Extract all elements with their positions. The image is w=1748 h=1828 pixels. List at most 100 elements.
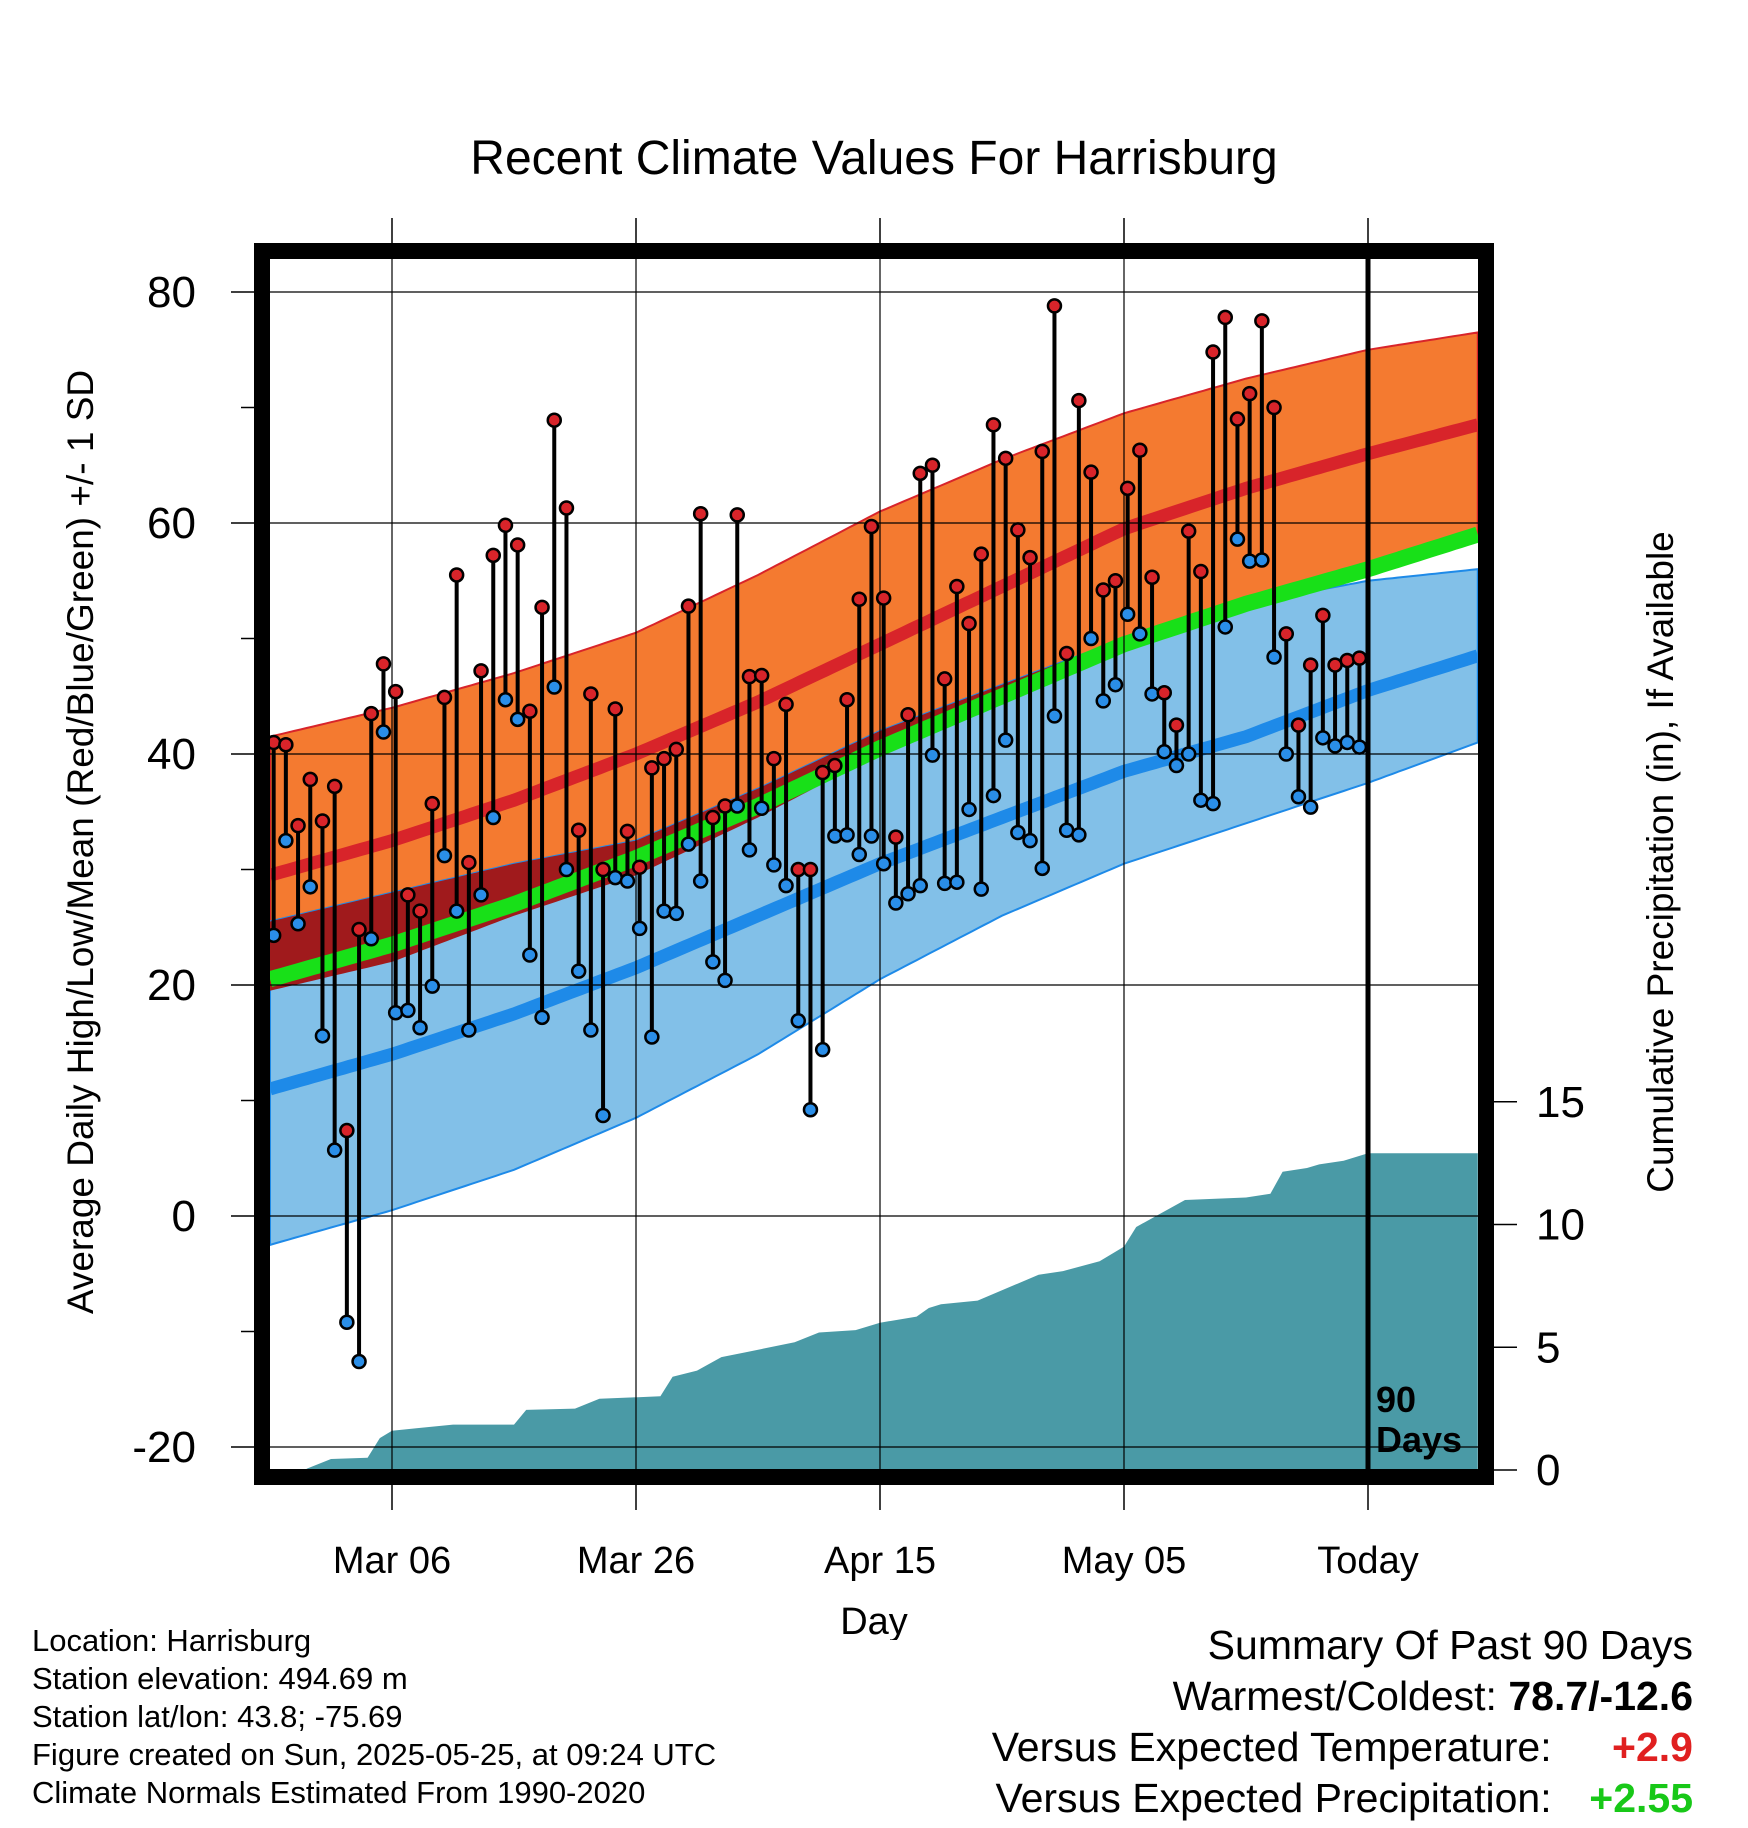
- daily-low-point: [485, 809, 502, 826]
- y-tick-label: -20: [132, 1423, 196, 1472]
- created-text: Figure created on Sun, 2025-05-25, at 09…: [32, 1737, 717, 1772]
- daily-low-point: [949, 874, 965, 890]
- daily-high-point: [644, 760, 660, 776]
- daily-low-point: [888, 895, 904, 911]
- daily-high-point: [778, 696, 794, 713]
- daily-high-point: [875, 590, 892, 606]
- daily-low-point: [570, 963, 587, 979]
- daily-high-point: [1132, 442, 1148, 458]
- temperature-anomaly-label: Versus Expected Temperature:: [991, 1724, 1552, 1770]
- daily-low-point: [558, 861, 575, 878]
- daily-low-point: [436, 847, 453, 864]
- daily-high-point: [692, 506, 709, 522]
- daily-high-point: [1156, 685, 1173, 701]
- daily-high-point: [753, 667, 770, 684]
- daily-high-point: [766, 750, 782, 767]
- daily-low-point: [839, 827, 855, 843]
- summary-title: Summary Of Past 90 Days: [1207, 1622, 1693, 1668]
- station-info: Location: Harrisburg Station elevation: …: [32, 1622, 716, 1812]
- daily-low-point: [729, 798, 746, 814]
- climate-chart: Recent Climate Values For Harrisburg 90D…: [60, 132, 1681, 1640]
- daily-high-point: [522, 703, 538, 720]
- daily-high-point: [888, 829, 904, 845]
- today-days-label: Days: [1376, 1419, 1462, 1460]
- daily-high-point: [985, 417, 1002, 433]
- daily-high-point: [314, 813, 331, 829]
- daily-low-point: [461, 1022, 477, 1038]
- daily-high-point: [1339, 652, 1356, 669]
- daily-low-point: [619, 873, 636, 889]
- daily-low-point: [1095, 693, 1112, 709]
- daily-high-point: [534, 599, 550, 616]
- daily-high-point: [814, 764, 831, 781]
- daily-low-point: [973, 881, 990, 897]
- daily-high-point: [375, 656, 392, 672]
- precipitation-area: [306, 1153, 1478, 1470]
- daily-high-point: [802, 861, 819, 878]
- daily-low-point: [961, 801, 977, 818]
- daily-low-point: [351, 1353, 367, 1370]
- daily-low-point: [1290, 788, 1307, 805]
- daily-low-point: [1315, 730, 1331, 746]
- daily-low-point: [546, 679, 563, 695]
- daily-low-point: [1010, 824, 1026, 841]
- daily-low-point: [997, 732, 1014, 748]
- daily-high-point: [473, 663, 489, 679]
- daily-high-point: [949, 578, 965, 595]
- daily-low-point: [1180, 746, 1197, 762]
- warmest-coldest-value: 78.7/-12.6: [1508, 1673, 1693, 1719]
- daily-high-point: [278, 737, 294, 753]
- daily-high-point: [729, 507, 746, 523]
- daily-low-point: [278, 832, 294, 849]
- daily-low-point: [583, 1022, 599, 1038]
- daily-high-point: [900, 706, 916, 723]
- daily-low-point: [1205, 795, 1221, 812]
- daily-high-point: [973, 546, 990, 562]
- daily-high-point: [1205, 344, 1221, 360]
- daily-high-point: [1022, 549, 1038, 566]
- precip-tick-label: 0: [1536, 1446, 1560, 1495]
- temperature-anomaly-row: Versus Expected Temperature: +2.9: [992, 1722, 1693, 1773]
- daily-high-point: [1168, 717, 1185, 733]
- daily-high-point: [1266, 399, 1282, 416]
- daily-low-point: [656, 903, 672, 919]
- daily-high-point: [448, 567, 465, 583]
- daily-high-point: [424, 795, 441, 812]
- daily-high-point: [1058, 645, 1075, 662]
- daily-low-point: [1083, 630, 1099, 647]
- daily-high-point: [1290, 717, 1307, 733]
- temperature-anomaly-value: +2.9: [1612, 1724, 1693, 1770]
- daily-low-point: [1022, 832, 1038, 849]
- daily-low-point: [1229, 531, 1246, 547]
- x-tick-label: Today: [1317, 1540, 1418, 1582]
- daily-high-point: [1010, 522, 1026, 538]
- daily-high-point: [558, 500, 575, 516]
- daily-low-point: [1168, 757, 1185, 774]
- y-tick-label: 80: [147, 268, 196, 317]
- daily-high-point: [827, 757, 843, 774]
- daily-high-point: [1107, 573, 1124, 589]
- daily-high-point: [680, 598, 697, 614]
- y-tick-label: 0: [172, 1192, 196, 1241]
- daily-low-point: [985, 787, 1002, 804]
- daily-high-point: [400, 887, 416, 903]
- daily-high-point: [668, 741, 685, 758]
- daily-low-point: [1034, 860, 1051, 877]
- daily-low-point: [290, 916, 306, 932]
- daily-low-point: [509, 711, 526, 728]
- daily-low-point: [802, 1101, 819, 1118]
- daily-high-point: [607, 701, 624, 717]
- elevation-text: Station elevation: 494.69 m: [32, 1661, 408, 1696]
- daily-high-point: [863, 518, 880, 535]
- daily-high-point: [326, 778, 343, 795]
- daily-low-point: [717, 972, 733, 989]
- daily-high-point: [290, 817, 306, 834]
- x-tick-label: Mar 26: [577, 1540, 695, 1582]
- daily-high-point: [1071, 392, 1087, 409]
- daily-high-point: [997, 450, 1014, 467]
- daily-low-point: [424, 978, 441, 994]
- daily-high-point: [619, 823, 636, 840]
- daily-low-point: [1071, 827, 1087, 843]
- daily-low-point: [680, 836, 697, 852]
- daily-low-point: [924, 747, 941, 763]
